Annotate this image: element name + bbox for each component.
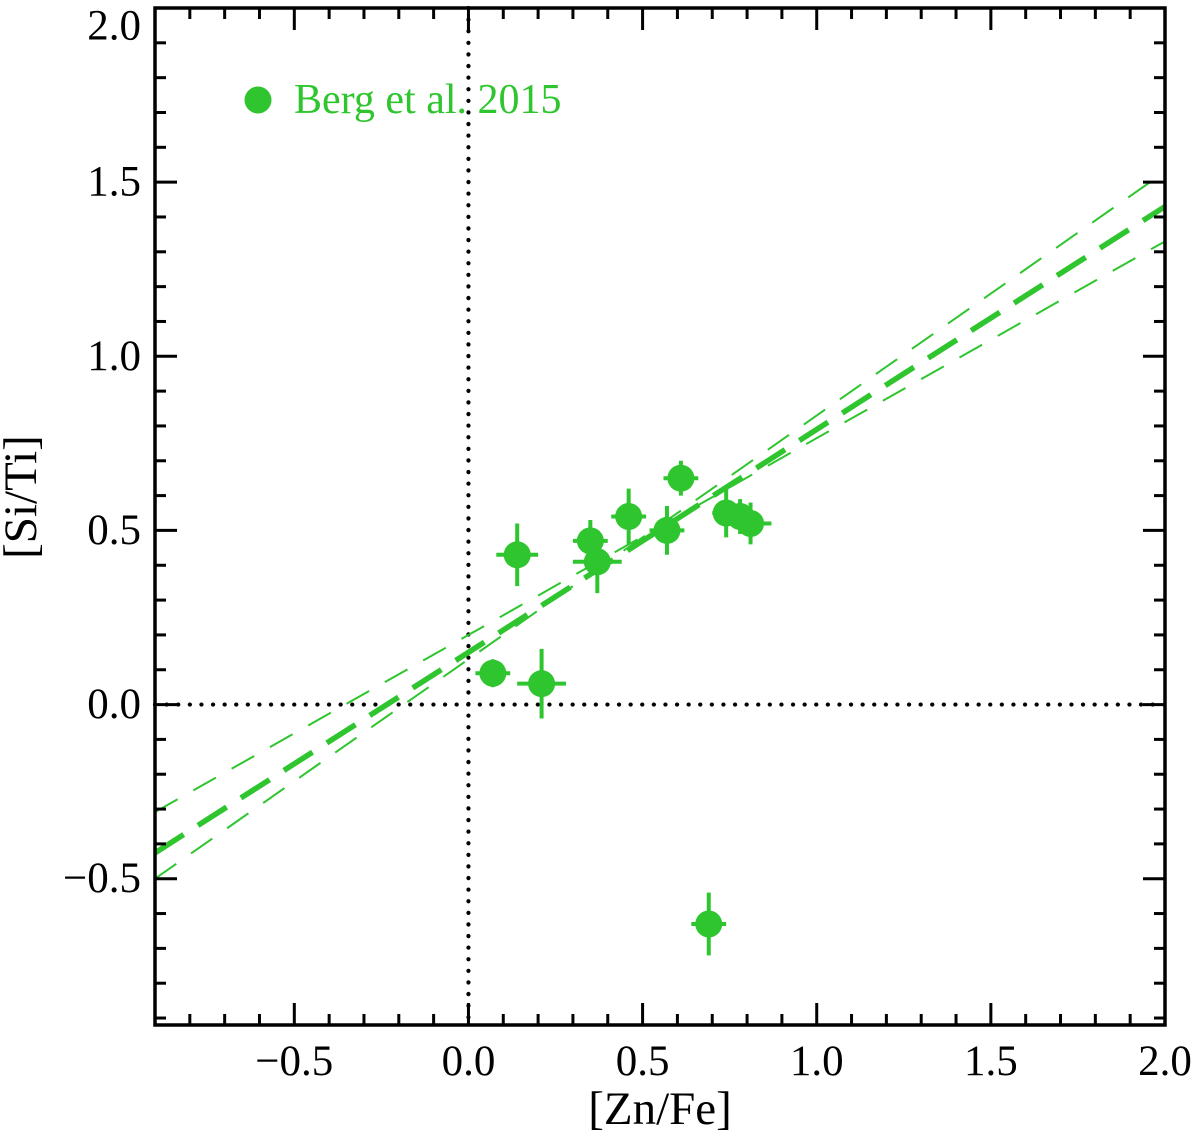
data-point	[576, 527, 604, 555]
fit-line	[155, 204, 1165, 856]
x-tick-label: 1.5	[964, 1038, 1018, 1085]
tick-labels: −0.5 0.0 0.5 1.0 1.5 2.0 −0.5 0.0 0.5 1.0 1.5 2.0	[63, 3, 1192, 1086]
data-markers	[479, 464, 765, 938]
axis-ticks	[153, 6, 1167, 1025]
x-tick-label: 0.5	[616, 1038, 670, 1085]
x-tick-label: 1.0	[790, 1038, 844, 1085]
legend-marker-icon	[244, 86, 272, 114]
data-point	[583, 548, 611, 576]
x-tick-label: −0.5	[255, 1038, 333, 1085]
data-point	[503, 541, 531, 569]
data-point	[653, 516, 681, 544]
data-point	[479, 659, 507, 687]
legend: Berg et al. 2015	[244, 77, 562, 123]
data-point	[528, 670, 556, 698]
y-tick-label: −0.5	[63, 855, 141, 902]
y-tick-label: 1.5	[87, 159, 141, 206]
error-bars	[475, 460, 772, 956]
y-tick-label: 2.0	[87, 3, 141, 50]
x-tick-label: 0.0	[442, 1038, 496, 1085]
zero-reference-lines	[152, 5, 1168, 1028]
y-tick-label: 0.0	[87, 681, 141, 728]
y-tick-label: 1.0	[87, 333, 141, 380]
plot-frame	[153, 6, 1167, 1027]
data-point	[667, 464, 695, 492]
data-point	[615, 503, 643, 530]
y-axis-label: [Si/Ti]	[0, 435, 47, 559]
frame-rect	[153, 6, 1167, 1027]
x-axis-label: [Zn/Fe]	[588, 1083, 732, 1135]
data-point	[695, 910, 723, 938]
fit-line-segment	[155, 204, 1165, 856]
x-tick-label: 2.0	[1138, 1038, 1192, 1085]
legend-label: Berg et al. 2015	[294, 77, 562, 123]
y-tick-label: 0.5	[87, 507, 141, 554]
data-point	[737, 509, 765, 537]
